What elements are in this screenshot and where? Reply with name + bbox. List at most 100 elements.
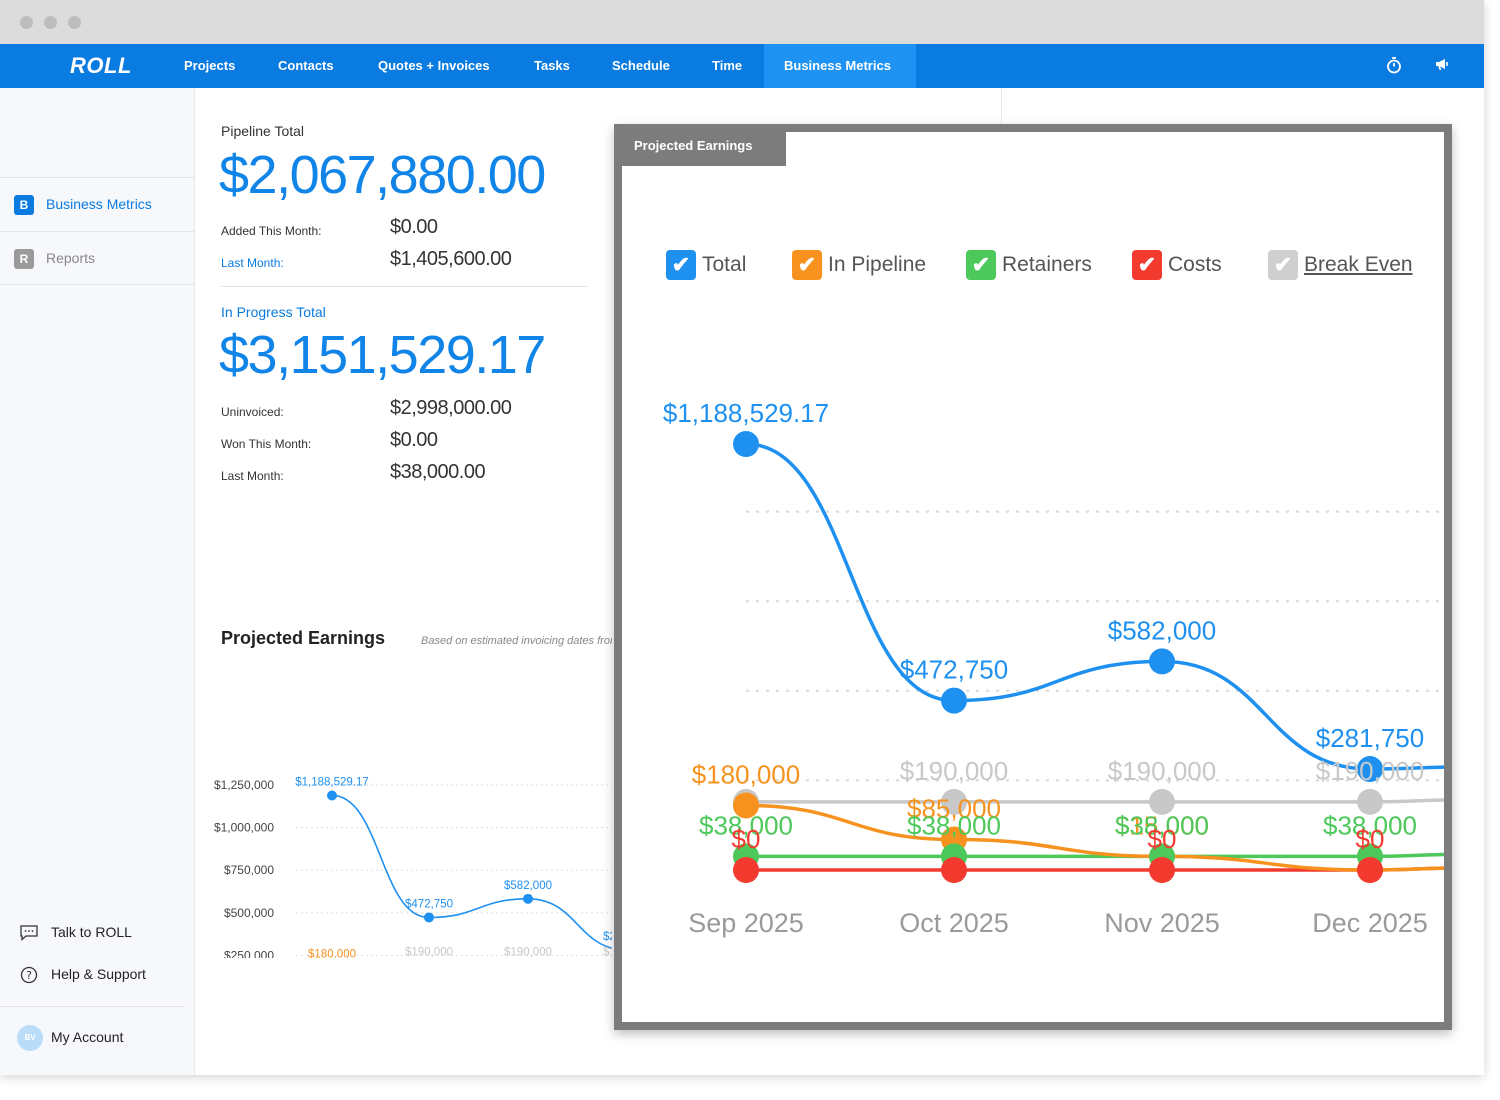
- uninvoiced-label: Uninvoiced:: [221, 405, 284, 419]
- top-navbar: ROLL Projects Contacts Quotes + Invoices…: [0, 44, 1484, 88]
- pipeline-total-label: Pipeline Total: [221, 123, 305, 139]
- mini-y-tick-label: $1,250,000: [214, 778, 274, 792]
- big-point-break-even: [941, 788, 967, 815]
- sidebar-item-label: Business Metrics: [46, 196, 152, 212]
- big-point-total: [733, 431, 759, 458]
- big-point-costs: [1149, 857, 1175, 883]
- mini-data-label-total: $582,000: [504, 880, 552, 892]
- legend-label: Total: [702, 253, 747, 276]
- sidebar-divider: [0, 1006, 185, 1007]
- big-point-total: [1149, 648, 1175, 675]
- talk-to-roll-label: Talk to ROLL: [51, 924, 132, 940]
- legend-label: In Pipeline: [828, 253, 927, 276]
- checkbox-checked-icon[interactable]: ✔: [666, 250, 696, 280]
- mini-projected-earnings-chart[interactable]: $1,250,000 $1,000,000 $750,000 $500,000 $250…: [196, 678, 612, 958]
- big-data-label-retainers: $38,000: [1115, 810, 1209, 840]
- big-data-label-break-even: $190,000: [900, 756, 1008, 786]
- big-projected-earnings-chart[interactable]: Sep 2025 Oct 2025 Nov 2025 Dec 2025 $1,188,5…: [622, 132, 1444, 1022]
- pipeline-last-month-value: $1,405,600.00: [390, 248, 512, 270]
- mini-y-tick-label: $500,000: [224, 906, 274, 920]
- roll-logo[interactable]: ROLL: [70, 53, 132, 78]
- big-data-label-total: $281,750: [1316, 723, 1424, 753]
- big-data-label-total: $582,000: [1108, 615, 1216, 645]
- reports-badge: R: [14, 249, 34, 269]
- mini-data-label-in-pipeline: $180,000: [308, 948, 356, 958]
- checkbox-checked-icon[interactable]: ✔: [1132, 250, 1162, 280]
- window-titlebar: [0, 0, 1484, 44]
- window-close-dot[interactable]: [20, 16, 33, 29]
- mini-point-total: [523, 893, 533, 904]
- legend-label: Retainers: [1002, 253, 1092, 276]
- my-account-label: My Account: [51, 1029, 124, 1045]
- mini-y-tick-label: $250,000: [224, 948, 274, 958]
- mini-y-tick-label: $750,000: [224, 863, 274, 877]
- nav-quotes-invoices[interactable]: Quotes + Invoices: [378, 58, 490, 73]
- won-this-month-value: $0.00: [390, 429, 438, 451]
- big-point-costs: [941, 857, 967, 883]
- in-progress-last-month-value: $38,000.00: [390, 461, 486, 483]
- big-data-label-total: $472,750: [900, 655, 1008, 685]
- big-data-label-in-pipeline: $180,000: [692, 759, 800, 789]
- window-minimize-dot[interactable]: [44, 16, 57, 29]
- big-point-costs: [733, 857, 759, 883]
- in-progress-total-label[interactable]: In Progress Total: [221, 304, 326, 320]
- big-point-break-even: [1357, 788, 1383, 815]
- nav-time[interactable]: Time: [712, 58, 743, 73]
- help-support-label: Help & Support: [51, 966, 146, 982]
- big-series-line-break-even: [746, 798, 1444, 804]
- big-data-label-break-even: $190,000: [1316, 756, 1424, 786]
- legend-label: Costs: [1168, 253, 1222, 276]
- big-x-tick-label: Oct 2025: [899, 908, 1009, 938]
- svg-text:?: ?: [26, 969, 32, 982]
- added-this-month-value: $0.00: [390, 216, 438, 238]
- avatar: BV: [17, 1025, 43, 1051]
- nav-schedule[interactable]: Schedule: [612, 58, 670, 73]
- big-x-tick-label: Nov 2025: [1104, 908, 1220, 938]
- big-x-tick-label: Dec 2025: [1312, 908, 1428, 938]
- stats-divider: [221, 286, 588, 287]
- big-point-costs: [1357, 857, 1383, 883]
- metrics-panel: Pipeline Total $2,067,880.00 Added This …: [196, 88, 612, 1075]
- pipeline-last-month-link[interactable]: Last Month:: [221, 256, 284, 270]
- projected-earnings-subtitle: Based on estimated invoicing dates from: [421, 635, 612, 647]
- nav-contacts[interactable]: Contacts: [278, 58, 334, 73]
- big-data-label-costs: $0: [732, 824, 761, 854]
- mini-data-label-break-even: $190,000: [504, 947, 552, 958]
- mini-data-label-break-even: $190,000: [603, 947, 612, 958]
- checkbox-checked-icon[interactable]: ✔: [966, 250, 996, 280]
- top-right-area: [612, 88, 1002, 128]
- legend-label: Break Even: [1304, 253, 1413, 276]
- big-data-label-costs: $0: [1356, 824, 1385, 854]
- big-data-label-retainers: $38,000: [699, 810, 793, 840]
- big-point-total: [1357, 756, 1383, 783]
- added-this-month-label: Added This Month:: [221, 224, 322, 238]
- mini-data-label-total: $1,188,529.17: [295, 776, 369, 788]
- big-data-label-retainers: $38,000: [907, 810, 1001, 840]
- stopwatch-icon[interactable]: [1386, 56, 1402, 79]
- checkbox-checked-icon[interactable]: ✔: [1268, 250, 1298, 280]
- sidebar-item-label: Reports: [46, 250, 96, 266]
- zoom-tab-title: Projected Earnings: [622, 132, 786, 166]
- checkbox-checked-icon[interactable]: ✔: [792, 250, 822, 280]
- nav-projects[interactable]: Projects: [184, 58, 236, 73]
- pipeline-total-amount: $2,067,880.00: [219, 145, 546, 205]
- in-progress-total-amount: $3,151,529.17: [219, 325, 546, 385]
- sidebar-item-reports[interactable]: R Reports: [0, 231, 195, 285]
- business-metrics-badge: B: [14, 195, 34, 215]
- big-data-label-total: $1,188,529.17: [663, 398, 829, 428]
- big-data-label-retainers: $38,000: [1323, 810, 1417, 840]
- sidebar-item-business-metrics[interactable]: B Business Metrics: [0, 177, 195, 231]
- big-point-break-even: [1149, 788, 1175, 815]
- nav-business-metrics[interactable]: Business Metrics: [764, 44, 916, 88]
- mini-point-total: [327, 790, 337, 801]
- sidebar: B Business Metrics R Reports Talk to ROL…: [0, 88, 195, 1075]
- mini-point-total: [424, 912, 434, 923]
- mini-series-line-total: [331, 794, 612, 949]
- big-point-in-pipeline: [733, 792, 759, 819]
- big-point-total: [941, 687, 967, 714]
- big-data-label-break-even: $190,000: [1108, 756, 1216, 786]
- big-x-tick-label: Sep 2025: [688, 908, 804, 938]
- window-maximize-dot[interactable]: [68, 16, 81, 29]
- nav-tasks[interactable]: Tasks: [534, 58, 570, 73]
- megaphone-icon[interactable]: [1434, 56, 1450, 77]
